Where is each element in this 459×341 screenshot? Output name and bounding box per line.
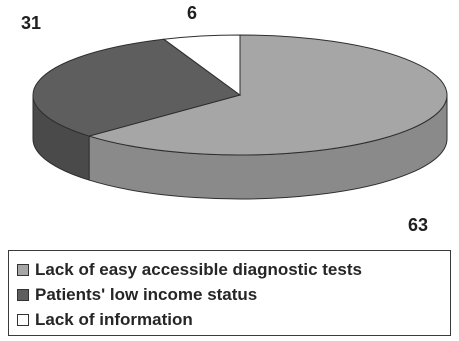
legend: Lack of easy accessible diagnostic tests…: [8, 250, 451, 336]
pie-data-labels: 63 31 6: [21, 3, 428, 235]
legend-item-low-income: Patients' low income status: [17, 282, 450, 307]
pie-chart: 63 31 6: [21, 3, 448, 235]
pie-slice: [32, 38, 242, 137]
legend-item-lack-of-information: Lack of information: [17, 307, 450, 332]
pie-data-label: 63: [408, 215, 428, 235]
legend-swatch: [17, 288, 29, 301]
pie-slice: [162, 34, 241, 96]
legend-label: Lack of easy accessible diagnostic tests: [35, 259, 362, 279]
pie-data-label: 6: [187, 3, 197, 23]
legend-swatch: [17, 263, 29, 276]
pie-data-label: 31: [21, 13, 41, 33]
pie-slice: [87, 34, 448, 156]
legend-item-diagnostic-tests: Lack of easy accessible diagnostic tests: [17, 257, 450, 282]
pie-slices: [32, 34, 448, 156]
legend-label: Lack of information: [35, 309, 193, 329]
legend-label: Patients' low income status: [35, 284, 258, 304]
legend-swatch: [17, 313, 29, 326]
